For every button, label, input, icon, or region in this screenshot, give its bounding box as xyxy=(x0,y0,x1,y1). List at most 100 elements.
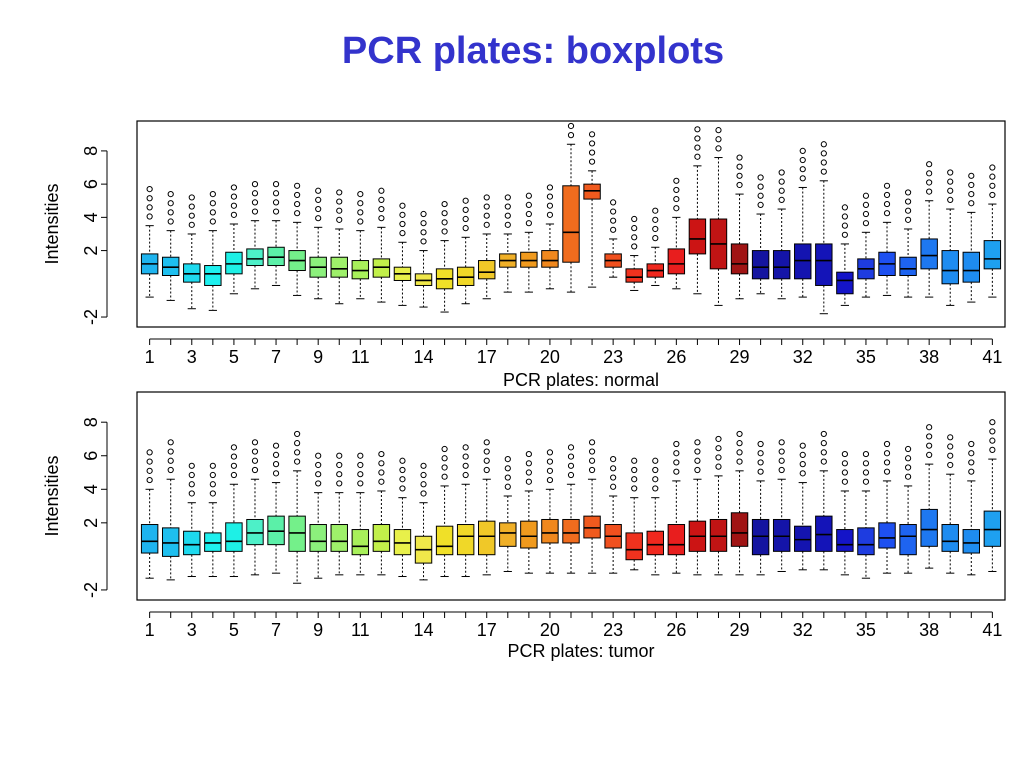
outlier-point xyxy=(167,439,174,446)
outlier-point xyxy=(462,225,469,232)
outlier-point xyxy=(736,458,743,465)
outlier-point xyxy=(525,210,532,218)
outlier-point xyxy=(841,231,848,238)
outlier-point xyxy=(715,145,722,152)
box-plate-10 xyxy=(330,524,348,552)
outlier-point xyxy=(947,178,954,185)
outlier-point xyxy=(525,192,532,199)
box-plate-4 xyxy=(204,532,222,552)
outlier-point xyxy=(947,443,954,450)
outlier-point xyxy=(188,194,195,201)
outlier-point xyxy=(588,466,596,474)
outlier-point xyxy=(504,194,511,201)
outlier-point xyxy=(862,220,870,227)
outlier-point xyxy=(820,150,827,157)
outlier-point xyxy=(378,469,385,476)
box-plate-14 xyxy=(414,273,433,286)
outlier-point xyxy=(567,471,575,479)
x-tick-label: 1 xyxy=(145,620,155,640)
outlier-point xyxy=(673,205,680,212)
x-tick-label: 20 xyxy=(540,620,560,640)
outlier-point xyxy=(736,154,743,161)
outlier-point xyxy=(904,464,912,471)
outlier-point xyxy=(146,467,153,474)
outlier-point xyxy=(778,448,785,455)
outlier-point xyxy=(315,471,322,478)
box-plate-19 xyxy=(520,520,538,549)
outlier-point xyxy=(525,201,532,208)
box-plate-26 xyxy=(667,524,686,556)
outlier-point xyxy=(378,478,385,485)
outlier-point xyxy=(504,212,511,219)
box-plate-32 xyxy=(794,525,812,552)
outlier-point xyxy=(483,448,490,455)
outlier-point xyxy=(968,459,975,466)
box-plate-33 xyxy=(815,243,833,286)
outlier-point xyxy=(862,478,870,485)
outlier-point xyxy=(820,168,827,175)
outlier-point xyxy=(525,460,532,467)
outlier-point xyxy=(968,450,975,457)
x-tick-label: 41 xyxy=(982,620,1002,640)
outlier-point xyxy=(883,182,891,189)
outlier-point xyxy=(357,461,364,469)
outlier-point xyxy=(757,440,764,448)
outlier-point xyxy=(926,433,933,440)
outlier-point xyxy=(188,481,195,488)
box-plate-7 xyxy=(267,515,285,546)
outlier-point xyxy=(230,193,238,200)
outlier-point xyxy=(610,483,617,490)
outlier-point xyxy=(778,178,785,185)
outlier-point xyxy=(778,457,785,464)
outlier-point xyxy=(483,439,490,446)
outlier-point xyxy=(989,182,996,189)
outlier-point xyxy=(736,449,743,456)
outlier-point xyxy=(715,136,722,143)
outlier-point xyxy=(673,468,680,475)
outlier-point xyxy=(146,213,153,220)
outlier-point xyxy=(757,183,764,190)
outlier-point xyxy=(968,190,975,198)
outlier-point xyxy=(757,192,764,199)
x-tick-label: 9 xyxy=(313,620,323,640)
outlier-point xyxy=(294,430,301,438)
outlier-point xyxy=(188,471,195,479)
outlier-point xyxy=(399,211,406,218)
outlier-point xyxy=(336,198,343,205)
box-plate-8 xyxy=(288,515,306,552)
outlier-point xyxy=(673,186,680,194)
outlier-point xyxy=(462,197,469,204)
box-plate-39 xyxy=(941,250,959,285)
outlier-point xyxy=(652,485,659,492)
outlier-point xyxy=(778,187,785,194)
outlier-point xyxy=(188,212,195,219)
outlier-point xyxy=(883,210,891,217)
outlier-point xyxy=(504,203,511,210)
box-plate-17 xyxy=(478,260,496,280)
outlier-point xyxy=(757,459,764,466)
outlier-point xyxy=(715,127,722,134)
outlier-point xyxy=(167,466,174,474)
outlier-point xyxy=(926,161,933,168)
x-axis-title: PCR plates: tumor xyxy=(507,641,654,661)
outlier-point xyxy=(841,450,848,458)
box-plate-40 xyxy=(962,529,981,554)
box-plate-5 xyxy=(225,522,243,552)
y-tick-label: 6 xyxy=(81,451,101,461)
box-plate-20 xyxy=(541,250,559,268)
x-tick-label: 14 xyxy=(414,620,434,640)
x-tick-label: 35 xyxy=(856,620,876,640)
outlier-point xyxy=(588,131,596,138)
outlier-point xyxy=(357,471,364,478)
box-plate-19 xyxy=(520,251,538,268)
outlier-point xyxy=(378,187,385,194)
outlier-point xyxy=(820,440,827,447)
outlier-point xyxy=(525,450,532,458)
outlier-point xyxy=(462,444,469,451)
outlier-point xyxy=(757,450,764,457)
outlier-point xyxy=(926,442,933,449)
outlier-point xyxy=(778,439,785,446)
